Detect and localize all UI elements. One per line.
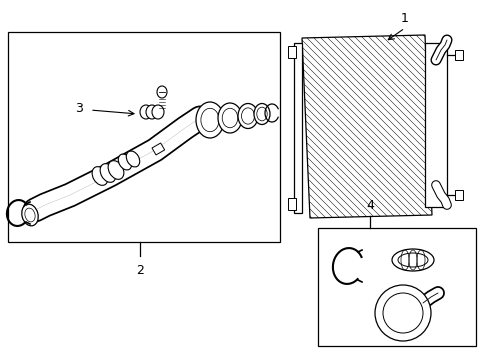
Bar bbox=[424, 43, 446, 207]
Ellipse shape bbox=[22, 204, 38, 226]
Bar bbox=[317, 228, 475, 346]
Bar bbox=[454, 190, 462, 200]
Ellipse shape bbox=[222, 108, 237, 128]
Bar bbox=[293, 43, 302, 213]
Ellipse shape bbox=[146, 105, 158, 119]
Ellipse shape bbox=[126, 151, 140, 167]
Ellipse shape bbox=[256, 107, 266, 121]
Ellipse shape bbox=[391, 249, 433, 271]
Text: 3: 3 bbox=[75, 102, 82, 114]
Ellipse shape bbox=[397, 253, 427, 267]
Ellipse shape bbox=[118, 154, 131, 170]
Text: 1: 1 bbox=[400, 12, 408, 25]
Ellipse shape bbox=[108, 161, 123, 179]
Bar bbox=[287, 46, 295, 58]
Bar bbox=[454, 50, 462, 60]
Ellipse shape bbox=[196, 102, 224, 138]
Ellipse shape bbox=[92, 167, 108, 185]
Ellipse shape bbox=[201, 108, 219, 132]
Ellipse shape bbox=[157, 86, 167, 98]
Ellipse shape bbox=[152, 105, 163, 119]
Ellipse shape bbox=[140, 105, 152, 119]
Polygon shape bbox=[302, 35, 431, 218]
Ellipse shape bbox=[100, 164, 116, 183]
Bar bbox=[287, 198, 295, 210]
Bar bbox=[8, 32, 280, 242]
Bar bbox=[152, 143, 164, 155]
Circle shape bbox=[382, 293, 422, 333]
Ellipse shape bbox=[238, 104, 258, 129]
Ellipse shape bbox=[25, 208, 35, 222]
Circle shape bbox=[374, 285, 430, 341]
Ellipse shape bbox=[253, 104, 269, 125]
Ellipse shape bbox=[218, 103, 242, 133]
Text: 2: 2 bbox=[136, 264, 143, 277]
Text: 4: 4 bbox=[366, 199, 373, 212]
Ellipse shape bbox=[241, 108, 254, 124]
